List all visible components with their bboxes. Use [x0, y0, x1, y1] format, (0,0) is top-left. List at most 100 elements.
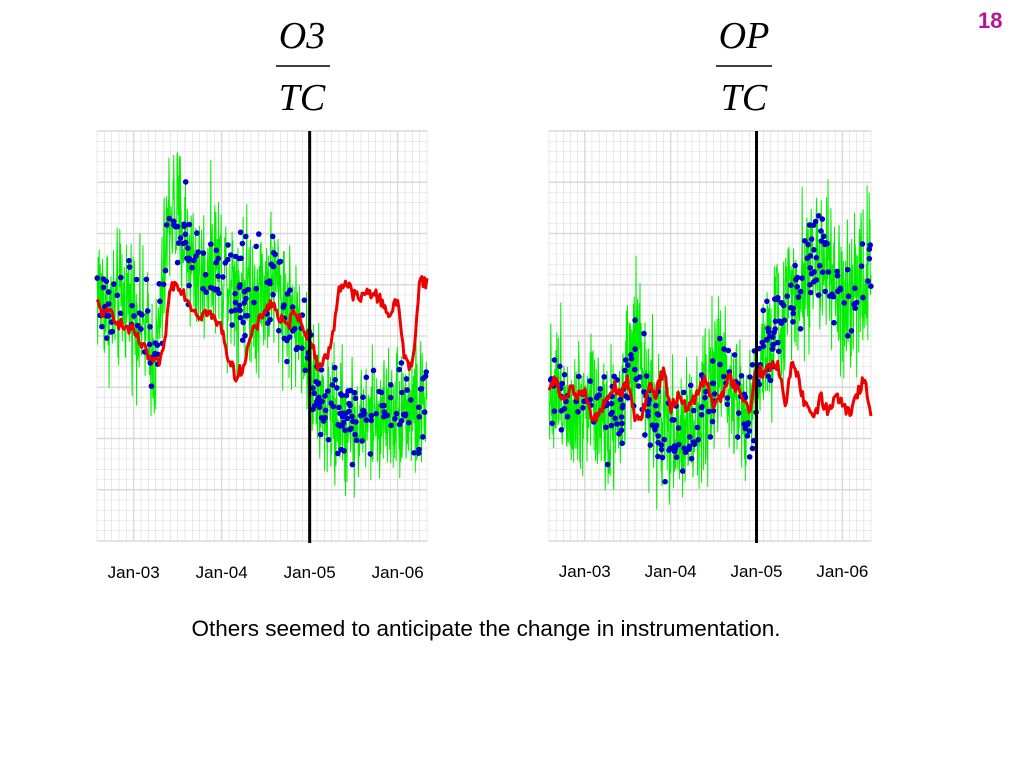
x-tick-labels: Jan-03 Jan-04 Jan-05 Jan-06 — [108, 563, 424, 582]
data-point — [646, 397, 653, 403]
data-point — [632, 346, 638, 352]
data-point — [734, 434, 741, 440]
data-point — [845, 293, 852, 300]
data-point — [336, 404, 342, 411]
data-point — [764, 337, 770, 343]
data-point — [339, 423, 345, 429]
data-point — [746, 454, 753, 460]
data-point — [310, 406, 316, 413]
data-point — [359, 438, 366, 444]
data-point — [416, 414, 423, 420]
series-red-line — [547, 359, 873, 423]
data-point — [310, 385, 316, 391]
data-point — [622, 357, 629, 363]
data-point — [698, 412, 705, 418]
data-point — [236, 255, 242, 262]
data-point — [618, 414, 625, 420]
data-point — [239, 337, 246, 344]
data-point — [346, 408, 352, 415]
data-point — [243, 295, 249, 302]
data-point — [240, 319, 246, 326]
data-point — [114, 292, 121, 299]
data-point — [724, 401, 731, 408]
data-point — [747, 374, 753, 380]
data-point — [126, 257, 132, 264]
data-point — [676, 441, 682, 448]
data-point — [329, 382, 336, 388]
data-point — [251, 299, 257, 306]
data-point — [157, 298, 163, 305]
data-point — [687, 434, 693, 440]
data-point — [866, 246, 873, 252]
data-point — [749, 362, 756, 368]
data-point — [596, 392, 602, 398]
data-point — [655, 433, 661, 439]
data-point — [690, 407, 697, 414]
data-point — [744, 433, 751, 439]
data-point — [241, 300, 247, 306]
chart-op-tc: OP TC Jan-03 Jan-04 Jan-05 Jan-06 — [547, 15, 874, 581]
data-point — [286, 334, 293, 340]
data-point — [181, 221, 187, 227]
data-point — [771, 329, 777, 336]
data-point — [788, 282, 794, 289]
data-point — [118, 274, 124, 281]
data-point — [695, 436, 701, 443]
data-point — [844, 266, 851, 273]
data-point — [703, 388, 709, 395]
data-point — [645, 412, 651, 419]
data-point — [225, 242, 231, 248]
data-point — [661, 436, 667, 443]
data-point — [319, 398, 325, 405]
data-point — [580, 405, 586, 411]
data-point — [334, 385, 340, 391]
data-point — [186, 282, 192, 289]
data-point — [253, 243, 259, 250]
data-point — [614, 421, 620, 427]
title-numerator: OP — [719, 15, 770, 57]
data-point — [227, 252, 234, 258]
data-point — [834, 268, 840, 275]
data-point — [845, 333, 851, 339]
data-point — [175, 240, 182, 246]
data-point — [147, 324, 153, 330]
data-point — [186, 255, 192, 262]
data-point — [865, 278, 871, 284]
data-point — [117, 310, 124, 317]
data-point — [129, 302, 135, 309]
data-point — [195, 249, 202, 255]
data-point — [690, 439, 696, 445]
caption: Others seemed to anticipate the change i… — [191, 616, 781, 641]
series-blue-points — [547, 213, 874, 485]
data-point — [559, 380, 565, 387]
title-denominator: TC — [721, 77, 768, 119]
data-point — [242, 332, 248, 339]
data-point — [342, 427, 348, 434]
data-point — [345, 388, 351, 394]
data-point — [134, 322, 141, 329]
data-point — [314, 398, 320, 405]
data-point — [805, 241, 811, 248]
data-point — [373, 410, 380, 417]
data-point — [185, 245, 191, 251]
data-point — [725, 347, 732, 354]
data-point — [215, 255, 222, 262]
data-point — [564, 413, 571, 420]
data-point — [804, 255, 811, 261]
data-point — [143, 276, 150, 283]
x-tick-label: Jan-03 — [559, 562, 611, 581]
data-point — [200, 250, 207, 256]
data-point — [617, 396, 624, 403]
data-point — [406, 419, 412, 426]
data-point — [237, 314, 244, 321]
data-point — [162, 267, 169, 274]
data-point — [208, 241, 214, 247]
data-point — [160, 281, 167, 288]
data-point — [818, 238, 825, 244]
data-point — [352, 395, 359, 402]
data-point — [575, 373, 582, 380]
data-point — [388, 422, 394, 429]
data-point — [311, 390, 318, 397]
data-point — [808, 236, 815, 242]
data-point — [289, 304, 296, 310]
